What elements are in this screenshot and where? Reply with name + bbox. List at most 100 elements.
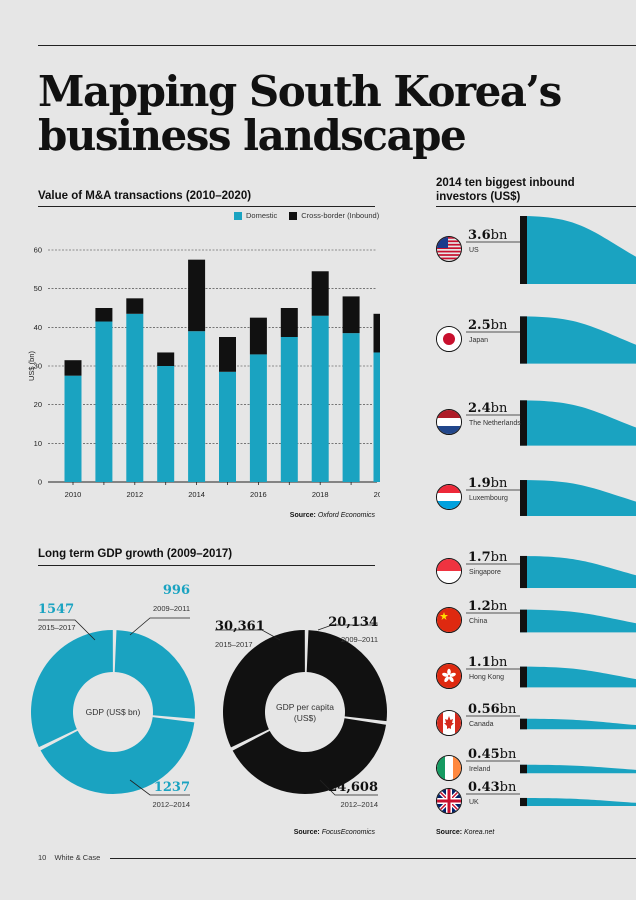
ma-bar-domestic <box>126 313 144 482</box>
investor-name: China <box>469 618 488 625</box>
investor-bar-marker <box>520 666 527 688</box>
investor-value-unit: bn <box>490 476 508 491</box>
ma-y-axis-label: US$ (bn) <box>27 350 36 381</box>
investor-bar-marker <box>520 764 527 774</box>
investor-name: Ireland <box>469 766 491 773</box>
gdp-pc-value-2012-2014: 24,608 <box>328 780 378 795</box>
investor-flow-band <box>520 797 636 807</box>
ma-bar-cross-border <box>126 298 144 314</box>
ma-y-tick-label: 30 <box>34 362 42 371</box>
gdp-donut-center-label: GDP (US$ bn) <box>86 707 141 717</box>
page-title: Mapping South Korea’s business landscape <box>38 70 598 158</box>
legend-domestic-label: Domestic <box>246 211 278 220</box>
donut-slice <box>223 630 305 748</box>
ma-source-name: Oxford Economics <box>317 512 375 519</box>
investor-value-unit: bn <box>499 702 517 717</box>
ma-bar-cross-border <box>219 337 236 372</box>
ma-bar-domestic <box>219 371 236 482</box>
ma-section-title: Value of M&A transactions (2010–2020) <box>38 190 252 202</box>
gdp-pc-value-2009-2011: 20,134 <box>328 615 378 630</box>
ma-y-tick-label: 20 <box>34 400 42 409</box>
ma-bar-domestic <box>64 375 82 482</box>
investor-value-number: 3.6 <box>468 228 491 243</box>
investor-name: Hong Kong <box>469 674 505 681</box>
ma-y-tick-label: 10 <box>34 439 42 448</box>
ma-y-tick-label: 0 <box>38 478 42 487</box>
investor-bar-marker <box>520 609 527 633</box>
investor-value: 1.1bn <box>468 655 507 670</box>
us-flag-icon <box>436 236 462 262</box>
footer-brand: White & Case <box>54 853 101 862</box>
investor-flow-band <box>520 400 636 446</box>
gdp-donut-charts: GDP (US$ bn) GDP per capita (US$) <box>31 617 387 796</box>
investor-value-unit: bn <box>499 747 517 762</box>
gdp-pc-period-2015-2017: 2015–2017 <box>215 640 253 649</box>
top-rule <box>38 45 636 46</box>
ma-bar-domestic <box>373 352 380 482</box>
page-number: 10 <box>38 853 47 862</box>
gdp-pc-leader-2 <box>215 629 281 641</box>
donut-slice <box>232 718 387 794</box>
hong-kong-flag-icon <box>436 663 462 689</box>
investor-flow-band <box>520 480 636 516</box>
investor-flow-band <box>520 216 636 284</box>
investor-bar-marker <box>520 216 527 284</box>
ma-x-tick-label: 2012 <box>126 490 143 499</box>
ma-bar-domestic <box>188 331 206 482</box>
investor-value-number: 1.2 <box>468 599 491 614</box>
investor-name: Canada <box>469 721 494 728</box>
ma-bar-domestic <box>157 366 175 482</box>
canada-flag-icon <box>436 710 462 736</box>
ma-bar-domestic <box>249 354 267 482</box>
gdp-pc-leader-3 <box>319 779 378 796</box>
gdp-donut <box>31 630 195 794</box>
legend-domestic-swatch <box>234 211 242 220</box>
investor-value-number: 1.9 <box>468 476 491 491</box>
investor-bar-marker <box>520 555 527 589</box>
ma-bar-cross-border <box>280 308 298 337</box>
ma-bar-cross-border <box>95 308 113 322</box>
legend-cross-swatch <box>289 211 298 220</box>
ma-bar-cross-border <box>311 271 329 316</box>
gdp-period-2009-2011: 2009–2011 <box>153 604 190 613</box>
investor-bar-marker <box>520 316 527 364</box>
ma-x-tick-label: 2020 <box>374 490 380 499</box>
investor-flow-band <box>520 555 636 589</box>
investor-flow-band <box>520 718 636 730</box>
investor-value-unit: bn <box>490 599 508 614</box>
investor-name: The Netherlands <box>469 420 521 427</box>
investor-value-unit: bn <box>490 228 508 243</box>
investor-value-number: 0.45 <box>468 747 500 762</box>
investor-bar-marker <box>520 480 527 516</box>
investor-value-number: 1.1 <box>468 655 491 670</box>
ma-x-tick-label: 2018 <box>312 490 329 499</box>
investor-flow-band <box>520 609 636 633</box>
ma-bar-cross-border <box>249 317 267 355</box>
investors-source-label: Source: <box>436 829 463 836</box>
donut-slice <box>114 630 195 719</box>
investor-value: 1.7bn <box>468 550 507 565</box>
investor-value-number: 0.56 <box>468 702 500 717</box>
ma-y-tick-label: 50 <box>34 284 42 293</box>
investor-value-unit: bn <box>499 780 517 795</box>
investor-name: Luxembourg <box>469 495 508 502</box>
investor-flow-band <box>520 666 636 688</box>
gdp-value-2009-2011: 996 <box>162 583 190 598</box>
gdp-pc-period-2009-2011: 2009–2011 <box>341 635 378 644</box>
investors-title-line-2: investors (US$) <box>436 191 521 203</box>
investor-name: Japan <box>469 337 489 344</box>
investor-name: UK <box>469 799 479 806</box>
gdp-pc-leader-1 <box>317 624 378 631</box>
investor-value-unit: bn <box>490 401 508 416</box>
ma-bar-cross-border <box>342 296 360 334</box>
gdp-value-2012-2014: 1237 <box>153 780 190 795</box>
ma-bar-chart: US$ (bn) 0 10 20 30 40 50 60 2010 2012 2014 2016 20… <box>27 246 380 499</box>
netherlands-flag-icon <box>436 409 462 435</box>
investor-name: US <box>469 247 479 254</box>
ma-x-tick-label: 2010 <box>65 490 82 499</box>
investor-bar-marker <box>520 718 527 730</box>
donut-slice <box>306 630 387 722</box>
investor-value: 2.4bn <box>468 401 507 416</box>
gdp-source-label: Source: <box>293 829 320 836</box>
investor-value: 1.2bn <box>468 599 507 614</box>
